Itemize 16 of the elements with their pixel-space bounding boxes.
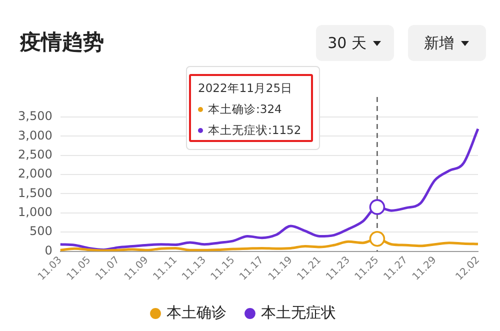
y-tick-label: 1,500	[18, 186, 52, 200]
annotation: 本土无症状:1152	[208, 122, 302, 139]
y-tick-label: 0	[44, 243, 52, 258]
y-tick-label: 1,000	[18, 205, 52, 220]
legend-label: 本土确诊	[166, 303, 226, 322]
y-tick-label: 3,000	[18, 128, 52, 142]
text: 本土确诊:324	[208, 101, 282, 118]
dropdown-button: 30 天	[316, 25, 394, 61]
y-tick-label: 2,000	[18, 166, 52, 181]
chart-title: 疫情趋势	[20, 29, 104, 56]
y-tick-label: 2,500	[18, 147, 52, 162]
y-tick-label: 500	[29, 224, 52, 238]
y-tick-label: 3,500	[18, 109, 52, 124]
legend-label: 本土无症状	[261, 303, 336, 322]
text: 2022年11月25日	[198, 80, 294, 97]
dropdown-button: 新增	[408, 25, 486, 61]
